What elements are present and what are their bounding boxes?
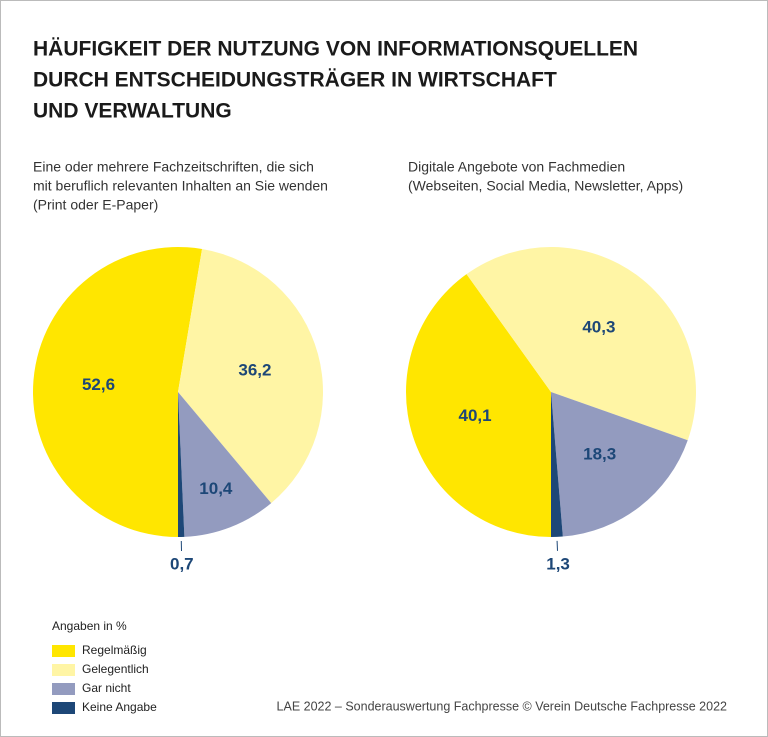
- pie-slice: [405, 274, 551, 537]
- pie-slice: [551, 392, 563, 537]
- legend-label: Gar nicht: [82, 681, 131, 695]
- value-label: 18,3: [583, 445, 616, 464]
- chart-subtitle: Digitale Angebote von Fachmedien: [408, 159, 625, 175]
- legend-swatch: [52, 664, 75, 676]
- pie-slice: [466, 246, 696, 441]
- chart-subtitle: mit beruflich relevanten Inhalten an Sie…: [33, 178, 328, 194]
- value-label: 40,3: [582, 318, 615, 337]
- legend-swatch: [52, 683, 75, 695]
- legend-label: Keine Angabe: [82, 700, 157, 714]
- value-label: 10,4: [199, 479, 233, 498]
- pie-slice: [33, 247, 203, 537]
- value-label: 1,3: [546, 554, 570, 573]
- chart-title: HÄUFIGKEIT DER NUTZUNG VON INFORMATIONSQ…: [33, 38, 638, 61]
- source-note: LAE 2022 – Sonderauswertung Fachpresse ©…: [277, 699, 728, 713]
- chart-subtitle: (Webseiten, Social Media, Newsletter, Ap…: [408, 178, 683, 194]
- legend-title: Angaben in %: [52, 619, 127, 633]
- value-label: 36,2: [238, 361, 271, 380]
- legend-swatch: [52, 645, 75, 657]
- value-label: 52,6: [82, 375, 115, 394]
- legend-label: Gelegentlich: [82, 662, 149, 676]
- pie-slice: [178, 392, 185, 537]
- chart-subtitle: Eine oder mehrere Fachzeitschriften, die…: [33, 159, 314, 175]
- value-label: 40,1: [459, 406, 492, 425]
- chart-title: UND VERWALTUNG: [33, 100, 232, 123]
- chart-subtitle: (Print oder E-Paper): [33, 197, 158, 213]
- pie-slice: [178, 249, 323, 504]
- pie-slice: [178, 392, 272, 537]
- chart-title: DURCH ENTSCHEIDUNGSTRÄGER IN WIRTSCHAFT: [33, 69, 557, 92]
- pie-slice: [551, 392, 688, 537]
- legend-swatch: [52, 702, 75, 714]
- legend-label: Regelmäßig: [82, 643, 147, 657]
- value-label: 0,7: [170, 554, 194, 573]
